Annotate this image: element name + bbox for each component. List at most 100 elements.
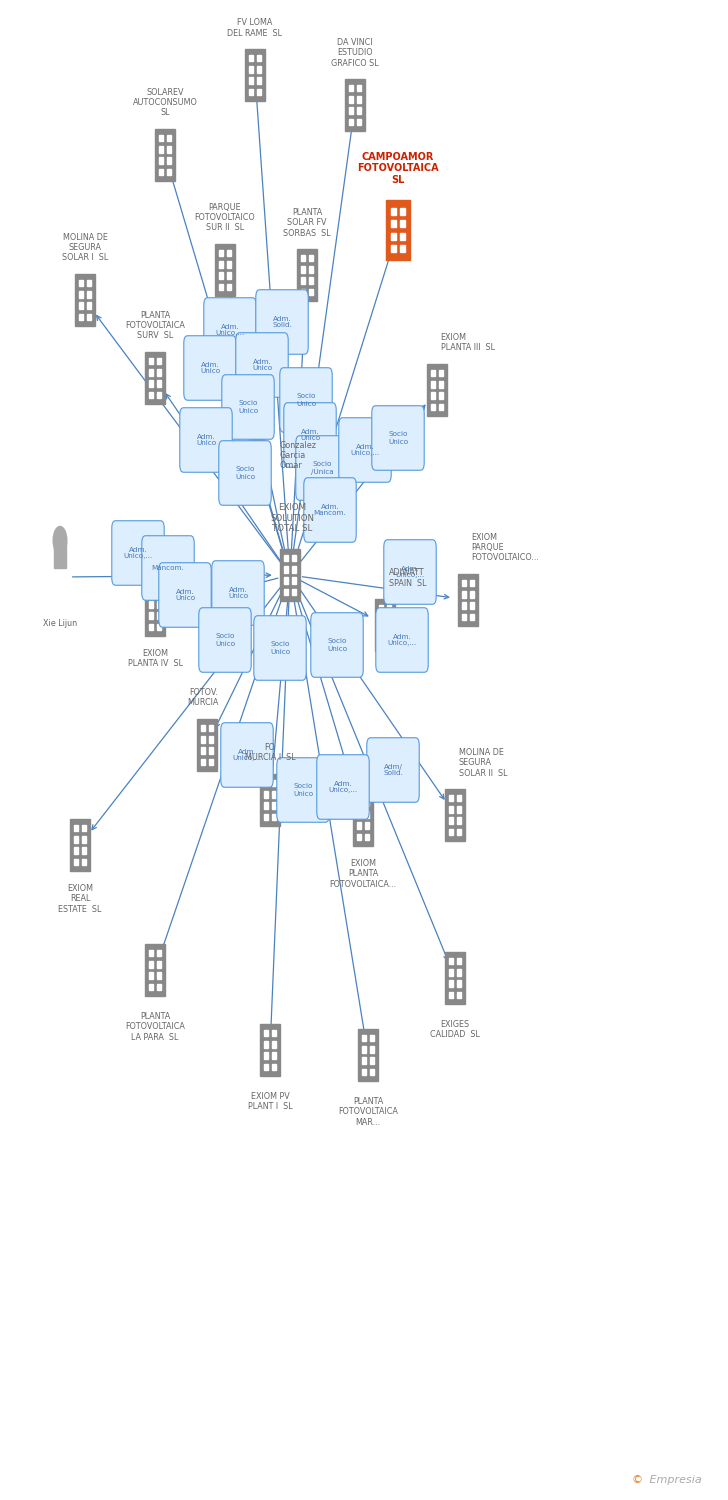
- Text: Adm.
Unico,...: Adm. Unico,...: [395, 566, 424, 579]
- FancyBboxPatch shape: [284, 578, 288, 584]
- FancyBboxPatch shape: [201, 759, 205, 765]
- FancyBboxPatch shape: [252, 427, 264, 453]
- FancyBboxPatch shape: [470, 603, 474, 609]
- FancyBboxPatch shape: [357, 801, 361, 807]
- Text: Gonzalez
Garcia
Omar: Gonzalez Garcia Omar: [280, 441, 317, 471]
- FancyBboxPatch shape: [82, 847, 86, 853]
- FancyBboxPatch shape: [470, 614, 474, 620]
- FancyBboxPatch shape: [272, 802, 276, 808]
- FancyBboxPatch shape: [157, 591, 161, 597]
- FancyBboxPatch shape: [400, 232, 405, 240]
- FancyBboxPatch shape: [180, 408, 232, 472]
- FancyBboxPatch shape: [149, 984, 154, 990]
- FancyBboxPatch shape: [311, 612, 363, 676]
- FancyBboxPatch shape: [79, 314, 83, 320]
- FancyBboxPatch shape: [264, 813, 268, 819]
- FancyBboxPatch shape: [367, 738, 419, 802]
- Text: Socio
Único: Socio Único: [270, 642, 290, 654]
- FancyBboxPatch shape: [209, 747, 213, 753]
- FancyBboxPatch shape: [272, 1030, 276, 1036]
- FancyBboxPatch shape: [201, 736, 205, 742]
- FancyBboxPatch shape: [149, 951, 154, 957]
- FancyBboxPatch shape: [260, 774, 280, 826]
- FancyBboxPatch shape: [391, 246, 396, 252]
- Text: FV LOMA
DEL RAME  SL: FV LOMA DEL RAME SL: [227, 18, 282, 38]
- Text: Adm.
Solid.: Adm. Solid.: [272, 315, 292, 328]
- FancyBboxPatch shape: [272, 1053, 276, 1059]
- FancyBboxPatch shape: [167, 135, 171, 141]
- FancyBboxPatch shape: [284, 567, 288, 573]
- FancyBboxPatch shape: [449, 818, 454, 824]
- Text: EXIOM
PLANTA
FOTOVOLTAICA...: EXIOM PLANTA FOTOVOLTAICA...: [329, 859, 397, 889]
- FancyBboxPatch shape: [384, 540, 436, 604]
- FancyBboxPatch shape: [449, 807, 454, 813]
- FancyBboxPatch shape: [167, 158, 171, 164]
- Text: PLANTA
FOTOVOLTAICA
LA PARA  SL: PLANTA FOTOVOLTAICA LA PARA SL: [125, 1013, 185, 1042]
- Text: SOLAREV
AUTOCONSUMO
SL: SOLAREV AUTOCONSUMO SL: [132, 87, 197, 117]
- FancyBboxPatch shape: [74, 858, 78, 864]
- FancyBboxPatch shape: [365, 834, 369, 840]
- FancyBboxPatch shape: [272, 792, 276, 798]
- FancyBboxPatch shape: [370, 1068, 374, 1074]
- FancyBboxPatch shape: [112, 520, 165, 585]
- FancyBboxPatch shape: [470, 591, 474, 597]
- FancyBboxPatch shape: [149, 381, 154, 387]
- FancyBboxPatch shape: [449, 795, 454, 801]
- FancyBboxPatch shape: [70, 819, 90, 872]
- FancyBboxPatch shape: [79, 303, 83, 309]
- FancyBboxPatch shape: [74, 825, 78, 831]
- FancyBboxPatch shape: [387, 639, 391, 645]
- FancyBboxPatch shape: [284, 555, 288, 561]
- FancyBboxPatch shape: [257, 88, 261, 94]
- FancyBboxPatch shape: [226, 261, 231, 267]
- Text: Socio
Único: Socio Único: [327, 639, 347, 651]
- Text: Adm.
Unico,...: Adm. Unico,...: [232, 748, 261, 762]
- Text: PLANTA
FOTOVOLTAICA
SURV  SL: PLANTA FOTOVOLTAICA SURV SL: [125, 310, 185, 340]
- FancyBboxPatch shape: [439, 370, 443, 376]
- FancyBboxPatch shape: [257, 78, 261, 84]
- FancyBboxPatch shape: [357, 812, 361, 818]
- FancyBboxPatch shape: [349, 118, 353, 124]
- FancyBboxPatch shape: [362, 1047, 366, 1053]
- FancyBboxPatch shape: [387, 606, 391, 612]
- FancyBboxPatch shape: [296, 435, 348, 501]
- FancyBboxPatch shape: [456, 969, 461, 975]
- FancyBboxPatch shape: [345, 78, 365, 132]
- FancyBboxPatch shape: [219, 441, 272, 506]
- FancyBboxPatch shape: [301, 267, 305, 273]
- FancyBboxPatch shape: [142, 536, 194, 600]
- FancyBboxPatch shape: [362, 1035, 366, 1041]
- Text: Adm.
Unico: Adm. Unico: [300, 429, 320, 441]
- FancyBboxPatch shape: [317, 754, 369, 819]
- FancyBboxPatch shape: [157, 369, 161, 375]
- FancyBboxPatch shape: [456, 958, 461, 964]
- FancyBboxPatch shape: [284, 404, 336, 468]
- FancyBboxPatch shape: [264, 792, 268, 798]
- FancyBboxPatch shape: [309, 278, 313, 284]
- FancyBboxPatch shape: [149, 612, 154, 618]
- FancyBboxPatch shape: [159, 135, 163, 141]
- FancyBboxPatch shape: [82, 858, 86, 864]
- FancyBboxPatch shape: [272, 1064, 276, 1070]
- FancyBboxPatch shape: [456, 818, 461, 824]
- FancyBboxPatch shape: [222, 375, 274, 440]
- FancyBboxPatch shape: [431, 381, 435, 387]
- FancyBboxPatch shape: [304, 477, 356, 543]
- FancyBboxPatch shape: [82, 825, 86, 831]
- FancyBboxPatch shape: [149, 624, 154, 630]
- FancyBboxPatch shape: [54, 542, 66, 567]
- FancyBboxPatch shape: [372, 406, 424, 471]
- FancyBboxPatch shape: [379, 627, 383, 633]
- FancyBboxPatch shape: [400, 246, 405, 252]
- Text: Socio
Único: Socio Único: [238, 400, 258, 414]
- FancyBboxPatch shape: [301, 288, 305, 294]
- FancyBboxPatch shape: [157, 602, 161, 608]
- FancyBboxPatch shape: [357, 86, 361, 92]
- FancyBboxPatch shape: [370, 1047, 374, 1053]
- FancyBboxPatch shape: [272, 1041, 276, 1047]
- FancyBboxPatch shape: [264, 1053, 268, 1059]
- FancyBboxPatch shape: [362, 1058, 366, 1064]
- FancyBboxPatch shape: [236, 333, 288, 398]
- FancyBboxPatch shape: [462, 580, 466, 586]
- FancyBboxPatch shape: [456, 807, 461, 813]
